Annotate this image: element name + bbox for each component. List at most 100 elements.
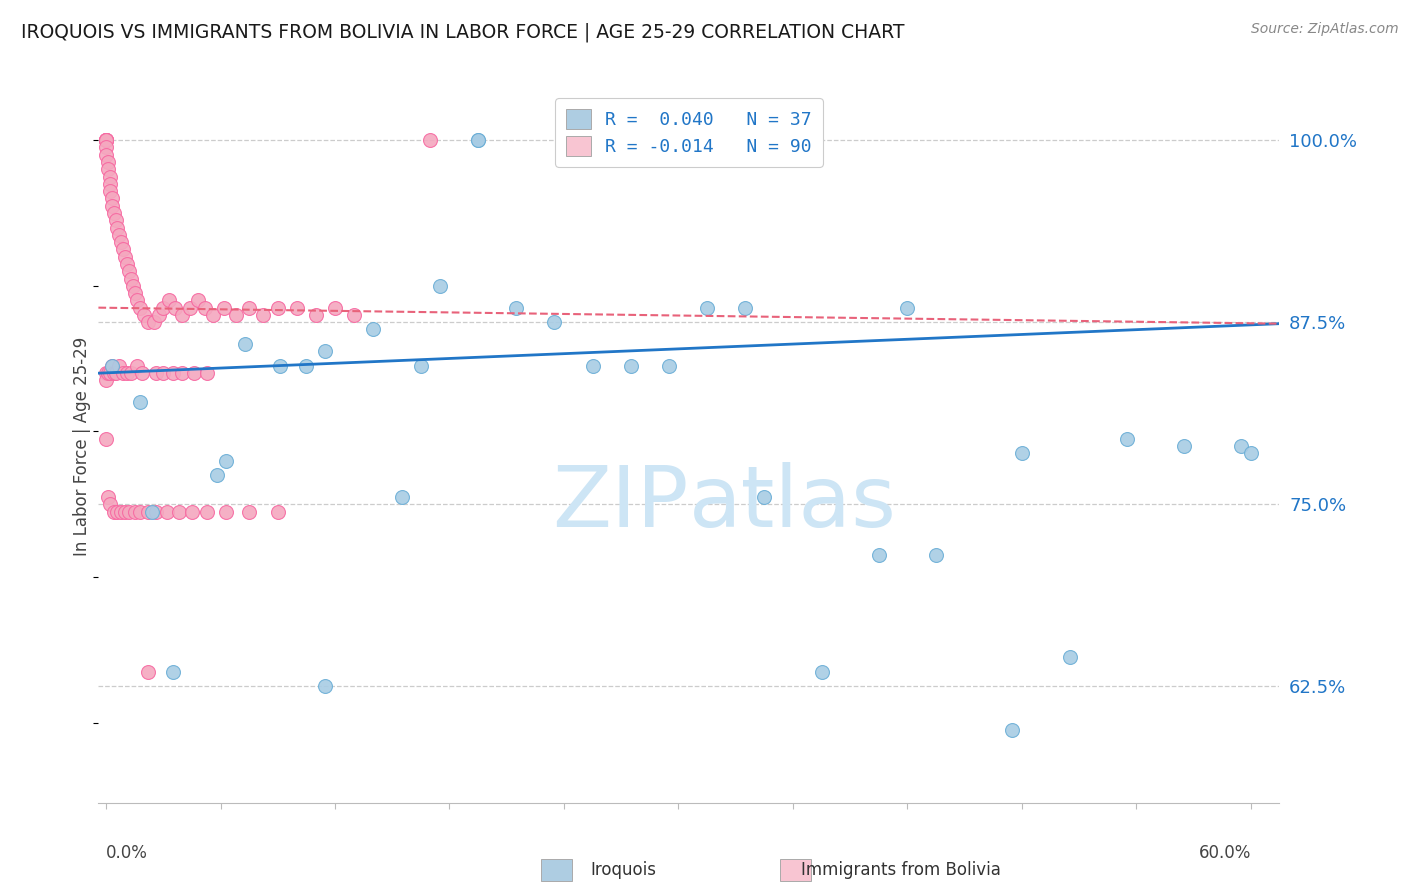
Point [118, 504, 141, 518]
Point [314, 679, 336, 693]
Point [97, 366, 120, 380]
Point [136, 665, 159, 679]
Point [94, 133, 117, 147]
Point [94, 432, 117, 446]
Point [129, 395, 152, 409]
Point [98, 169, 121, 184]
Point [391, 490, 413, 504]
Point [114, 504, 136, 518]
Point [100, 191, 122, 205]
Point [658, 359, 681, 373]
Point [125, 359, 148, 373]
Point [252, 308, 274, 322]
Point [1011, 446, 1033, 460]
Point [108, 359, 131, 373]
Point [323, 301, 346, 315]
Point [148, 308, 170, 322]
Point [94, 133, 117, 147]
Point [94, 366, 117, 380]
Point [121, 278, 143, 293]
Point [110, 235, 132, 249]
Point [172, 366, 194, 380]
Point [361, 322, 384, 336]
Point [195, 366, 218, 380]
Point [543, 315, 565, 329]
Point [754, 490, 776, 504]
Point [94, 374, 117, 388]
Point [179, 301, 201, 315]
Point [187, 293, 209, 308]
Point [125, 293, 148, 308]
Point [98, 177, 121, 191]
Point [267, 504, 290, 518]
Point [136, 315, 159, 329]
Point [94, 147, 117, 161]
Point [152, 301, 174, 315]
Point [562, 133, 585, 147]
Point [409, 359, 432, 373]
Point [205, 468, 228, 483]
Point [201, 308, 224, 322]
Point [94, 140, 117, 154]
Point [505, 301, 527, 315]
Point [734, 301, 756, 315]
Point [134, 308, 156, 322]
Point [129, 301, 152, 315]
Point [620, 359, 643, 373]
Point [195, 504, 218, 518]
Point [142, 315, 165, 329]
Point [225, 308, 247, 322]
Point [194, 301, 217, 315]
Point [145, 504, 167, 518]
Point [696, 301, 718, 315]
Point [97, 490, 120, 504]
Point [107, 504, 129, 518]
Point [285, 301, 308, 315]
Point [94, 133, 117, 147]
Point [868, 548, 890, 562]
Point [156, 504, 179, 518]
Point [167, 504, 190, 518]
Point [124, 504, 146, 518]
Point [145, 366, 167, 380]
Point [120, 366, 142, 380]
Point [110, 504, 132, 518]
Point [214, 301, 236, 315]
Text: Immigrants from Bolivia: Immigrants from Bolivia [801, 861, 1001, 879]
Point [467, 133, 489, 147]
Point [97, 162, 120, 177]
Point [238, 504, 260, 518]
Point [295, 359, 318, 373]
Point [112, 243, 135, 257]
Point [103, 366, 125, 380]
Point [162, 665, 184, 679]
Legend: R =  0.040   N = 37, R = -0.014   N = 90: R = 0.040 N = 37, R = -0.014 N = 90 [555, 98, 823, 167]
Point [136, 504, 159, 518]
Point [94, 133, 117, 147]
Point [1240, 446, 1263, 460]
Point [163, 301, 186, 315]
Text: Source: ZipAtlas.com: Source: ZipAtlas.com [1251, 22, 1399, 37]
Point [141, 504, 163, 518]
Point [233, 337, 256, 351]
Point [1059, 650, 1081, 665]
Point [98, 366, 121, 380]
Point [238, 301, 260, 315]
Text: atlas: atlas [689, 461, 897, 545]
Point [314, 344, 336, 359]
Point [115, 366, 138, 380]
Point [103, 504, 125, 518]
Point [129, 504, 152, 518]
Point [343, 308, 366, 322]
Point [118, 264, 141, 278]
Point [104, 213, 127, 227]
Point [94, 133, 117, 147]
Point [180, 504, 202, 518]
Point [215, 504, 238, 518]
Point [162, 366, 184, 380]
Point [100, 359, 122, 373]
Point [267, 301, 290, 315]
Point [896, 301, 918, 315]
Point [183, 366, 205, 380]
Point [157, 293, 180, 308]
